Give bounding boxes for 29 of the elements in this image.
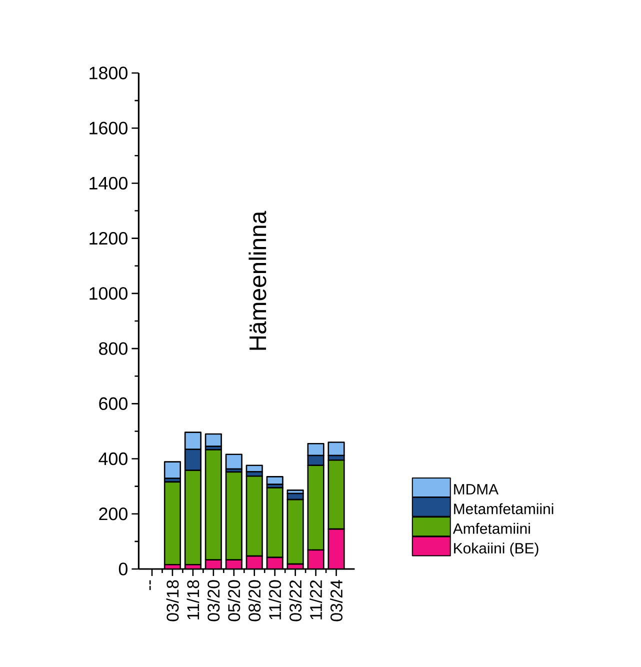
y-tick-label: 600 <box>99 397 128 410</box>
x-tick-label: 03/20 <box>207 580 220 622</box>
bar <box>164 461 182 479</box>
x-tick-label: 05/20 <box>228 580 240 622</box>
legend-label: Metamfetamiini <box>454 503 554 514</box>
bar <box>328 442 345 456</box>
x-tick-label: 11/18 <box>186 580 200 620</box>
x-tick-label: 03/22 <box>289 580 302 622</box>
x-tick-label: 03/24 <box>330 580 342 622</box>
y-tick-label: 1000 <box>90 287 128 300</box>
legend-label: Amfetamiini <box>452 522 530 534</box>
bar <box>225 454 242 470</box>
y-tick-label: 1800 <box>90 66 128 80</box>
bar <box>328 528 345 569</box>
legend-label: Kokaiini (BE) <box>454 542 538 556</box>
y-tick-label: 1600 <box>90 122 128 134</box>
x-tick-label: 03/18 <box>166 580 179 622</box>
y-tick-label: 1200 <box>90 232 128 245</box>
y-tick-label: 400 <box>98 452 128 466</box>
text: Hämeenlinna <box>248 210 266 350</box>
y-tick-label: 200 <box>99 508 128 520</box>
legend-label: MDMA <box>454 484 498 494</box>
y-tick-label: 1400 <box>90 176 128 190</box>
x-tick-label: -- <box>149 580 151 590</box>
y-tick-label: 0 <box>118 562 128 576</box>
x-tick-label: 08/20 <box>248 580 261 622</box>
x-tick-label: 11/22 <box>310 580 322 620</box>
y-tick-label: 800 <box>99 342 128 355</box>
x-tick-label: 11/20 <box>268 580 282 620</box>
